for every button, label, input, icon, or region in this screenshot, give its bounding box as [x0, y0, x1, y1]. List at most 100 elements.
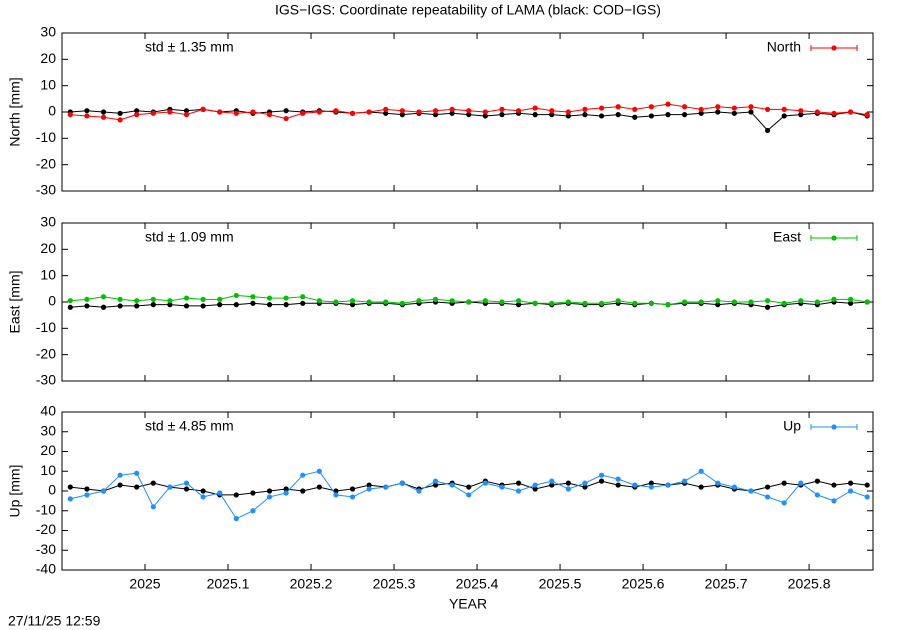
legend-swatch	[831, 235, 837, 241]
data-point	[515, 298, 522, 304]
data-point	[731, 105, 737, 111]
data-point	[715, 298, 721, 304]
x-tick-label: 2025.4	[456, 576, 499, 592]
data-point	[715, 104, 721, 110]
data-point	[532, 486, 538, 492]
data-point	[764, 304, 771, 310]
data-point	[84, 486, 90, 492]
data-point	[432, 108, 439, 114]
legend-label: Up	[783, 418, 801, 434]
data-point	[582, 484, 588, 490]
data-point	[399, 480, 405, 486]
data-point	[134, 484, 140, 490]
data-point	[847, 296, 854, 302]
data-point	[134, 298, 140, 304]
y-axis-label: Up [mm]	[7, 465, 23, 518]
data-point	[831, 498, 837, 504]
data-point	[416, 488, 422, 494]
data-point	[117, 296, 123, 302]
data-point	[781, 113, 787, 119]
data-point	[532, 300, 538, 306]
y-axis-label: East [mm]	[7, 270, 23, 333]
data-point	[847, 488, 854, 494]
data-point	[847, 109, 854, 115]
data-point	[366, 299, 372, 305]
data-point	[366, 486, 372, 492]
data-point	[549, 300, 555, 306]
data-point	[200, 303, 206, 309]
data-point	[499, 106, 505, 112]
data-point	[167, 298, 173, 304]
data-point	[150, 110, 156, 116]
data-point	[200, 106, 206, 112]
data-point	[499, 484, 505, 490]
data-point	[532, 112, 538, 118]
x-axis-label: YEAR	[449, 596, 487, 612]
data-point	[665, 302, 671, 308]
data-point	[84, 303, 90, 309]
data-point	[150, 296, 156, 302]
data-point	[814, 478, 820, 484]
data-point	[781, 106, 787, 112]
data-point	[349, 298, 356, 304]
data-point	[515, 480, 522, 486]
data-point	[300, 110, 306, 116]
data-point	[665, 482, 671, 488]
data-point	[117, 117, 123, 123]
data-point	[183, 480, 190, 486]
data-point	[449, 482, 455, 488]
data-point	[383, 299, 389, 305]
x-tick-label: 2025.2	[290, 576, 333, 592]
data-point	[764, 494, 771, 500]
std-annotation: std ± 1.09 mm	[145, 229, 234, 245]
data-point	[449, 110, 455, 116]
y-tick-label: -10	[36, 129, 56, 145]
data-point	[117, 110, 123, 116]
data-point	[864, 482, 870, 488]
data-point	[466, 484, 472, 490]
data-point	[266, 112, 273, 118]
data-point	[549, 112, 555, 118]
data-point	[515, 302, 522, 308]
x-tick-label: 2025.6	[622, 576, 665, 592]
data-point	[681, 104, 688, 110]
data-point	[615, 476, 621, 482]
data-point	[466, 492, 472, 498]
data-point	[316, 468, 322, 474]
y-tick-label: 30	[40, 24, 56, 40]
data-point	[200, 494, 206, 500]
data-point	[748, 488, 754, 494]
y-tick-label: 20	[40, 442, 56, 458]
data-point	[698, 106, 704, 112]
y-tick-label: 10	[40, 76, 56, 92]
x-tick-label: 2025.5	[539, 576, 582, 592]
x-tick-label: 2025.3	[373, 576, 416, 592]
data-point	[167, 302, 173, 308]
data-point	[134, 112, 140, 118]
legend-label: East	[773, 229, 801, 245]
data-point	[864, 112, 870, 118]
data-point	[632, 114, 638, 120]
data-point	[598, 472, 605, 478]
data-point	[864, 494, 870, 500]
data-point	[466, 108, 472, 114]
data-point	[333, 108, 339, 114]
data-point	[349, 486, 356, 492]
data-point	[582, 480, 588, 486]
data-point	[266, 494, 273, 500]
legend-swatch	[831, 424, 837, 430]
data-point	[565, 113, 571, 119]
data-point	[698, 468, 704, 474]
data-point	[100, 488, 107, 494]
data-point	[798, 480, 804, 486]
data-point	[515, 488, 522, 494]
data-point	[615, 298, 621, 304]
data-point	[349, 302, 356, 308]
data-point	[183, 486, 190, 492]
data-point	[798, 298, 804, 304]
data-point	[565, 299, 571, 305]
data-point	[715, 480, 721, 486]
data-point	[283, 302, 289, 308]
data-point	[781, 300, 787, 306]
